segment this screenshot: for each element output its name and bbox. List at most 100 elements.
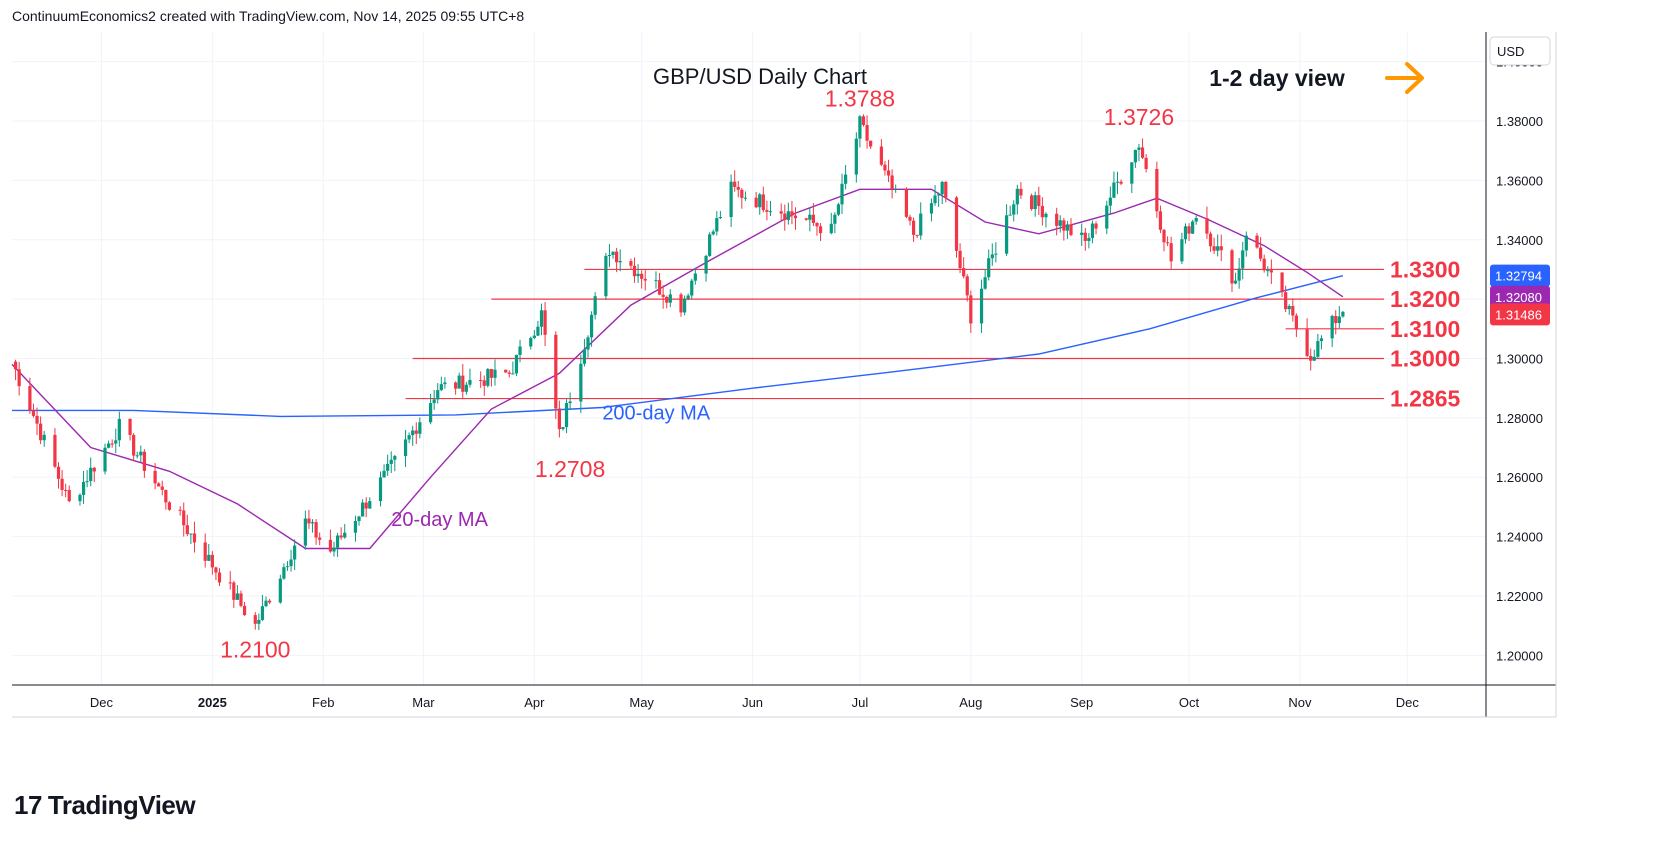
- candle-body: [504, 369, 508, 373]
- candle-body: [214, 567, 218, 573]
- candle-body: [1012, 204, 1016, 215]
- candle-body: [142, 451, 146, 471]
- candle-body: [361, 502, 365, 517]
- y-tick-label: 1.24000: [1496, 530, 1543, 545]
- level-label: 1.3100: [1390, 316, 1460, 342]
- candle-body: [307, 518, 311, 524]
- candle-body: [944, 181, 948, 198]
- currency-label-box: [1489, 36, 1551, 66]
- candle-body: [486, 369, 490, 386]
- candle-body: [740, 189, 744, 198]
- price-annotation: 1.2100: [220, 637, 290, 663]
- candle-body: [393, 455, 397, 460]
- price-badge-label: 1.31486: [1495, 307, 1542, 322]
- candle-body: [164, 489, 168, 503]
- candle-body: [611, 251, 615, 255]
- candle-body: [303, 518, 307, 546]
- candle-body: [661, 294, 665, 297]
- horizontal-levels: 1.3300 1.3200 1.3100 1.3000 1.2865: [405, 256, 1461, 412]
- candle-body: [260, 606, 265, 620]
- candle-body: [1083, 232, 1087, 241]
- candle-body: [1044, 213, 1048, 218]
- level-label: 1.2865: [1390, 386, 1461, 412]
- candle-body: [1055, 213, 1059, 226]
- candle-body: [482, 380, 486, 386]
- candle-body: [1119, 181, 1123, 184]
- candle-body: [854, 138, 858, 175]
- price-annotation: 1.3788: [825, 86, 895, 112]
- candle-body: [117, 418, 121, 441]
- candle-body: [654, 280, 658, 282]
- candle-body: [1191, 221, 1195, 234]
- candle-body: [92, 467, 96, 472]
- candle-body: [815, 222, 819, 227]
- candle-body: [153, 470, 157, 484]
- candle-body: [568, 401, 572, 404]
- candle-body: [804, 218, 808, 220]
- x-tick-label: Dec: [90, 695, 114, 710]
- candle-body: [139, 451, 143, 456]
- candle-body: [894, 188, 898, 190]
- candle-body: [232, 582, 236, 600]
- candle-body: [1319, 338, 1324, 342]
- x-tick-label: Aug: [959, 695, 982, 710]
- candle-body: [632, 265, 637, 277]
- candle-body: [42, 434, 46, 441]
- candle-body: [1090, 223, 1095, 238]
- candle-body: [686, 295, 690, 299]
- candle-body: [1187, 226, 1191, 234]
- candle-body: [729, 181, 733, 218]
- candle-body: [1237, 268, 1241, 281]
- candle-body: [911, 220, 916, 235]
- candle-body: [1294, 315, 1298, 330]
- candle-body: [353, 521, 358, 533]
- candle-body: [933, 195, 937, 204]
- tradingview-logo[interactable]: 17 TradingView: [14, 790, 196, 821]
- candle-body: [1037, 195, 1041, 206]
- x-tick-label: Apr: [524, 695, 545, 710]
- candle-body: [529, 337, 533, 347]
- candle-body: [357, 516, 361, 522]
- candle-body: [31, 410, 36, 416]
- candle-body: [1030, 195, 1034, 210]
- candle-body: [128, 418, 132, 435]
- candle-body: [389, 459, 393, 464]
- y-tick-label: 1.28000: [1496, 411, 1543, 426]
- candle-body: [783, 213, 787, 220]
- candle-body: [557, 408, 561, 430]
- candle-body: [979, 288, 984, 324]
- candle-body: [364, 502, 368, 509]
- candle-body: [1241, 250, 1245, 269]
- candle-body: [110, 443, 114, 445]
- ma200-line: [12, 275, 1344, 418]
- candle-body: [228, 582, 232, 584]
- candle-body: [160, 486, 164, 490]
- x-tick-label: 2025: [198, 695, 227, 710]
- candle-body: [1015, 188, 1019, 205]
- candle-body: [693, 273, 697, 281]
- candle-body: [768, 211, 773, 213]
- candle-body: [582, 349, 587, 364]
- candle-body: [182, 510, 186, 526]
- candle-body: [869, 140, 873, 147]
- candle-body: [736, 186, 740, 190]
- candle-body: [39, 423, 43, 441]
- candle-body: [60, 478, 64, 490]
- candle-body: [1216, 246, 1220, 251]
- candle-body: [1244, 235, 1248, 251]
- candle-body: [56, 466, 61, 479]
- chart-area[interactable]: 1.3300 1.3200 1.3100 1.3000 1.2865 1.20000 1.…: [0, 0, 1679, 800]
- level-label: 1.3200: [1390, 286, 1460, 312]
- candle-body: [808, 214, 812, 220]
- candle-body: [210, 554, 214, 568]
- candle-body: [833, 214, 837, 224]
- chart-attribution: ContinuumEconomics2 created with Trading…: [12, 8, 525, 24]
- level-label: 1.3000: [1390, 346, 1460, 372]
- candle-body: [407, 435, 411, 440]
- price-annotation: 1.3726: [1104, 104, 1174, 130]
- candle-body: [1269, 270, 1273, 273]
- candle-body: [1087, 237, 1091, 241]
- candle-body: [289, 559, 293, 567]
- candle-body: [1108, 197, 1112, 206]
